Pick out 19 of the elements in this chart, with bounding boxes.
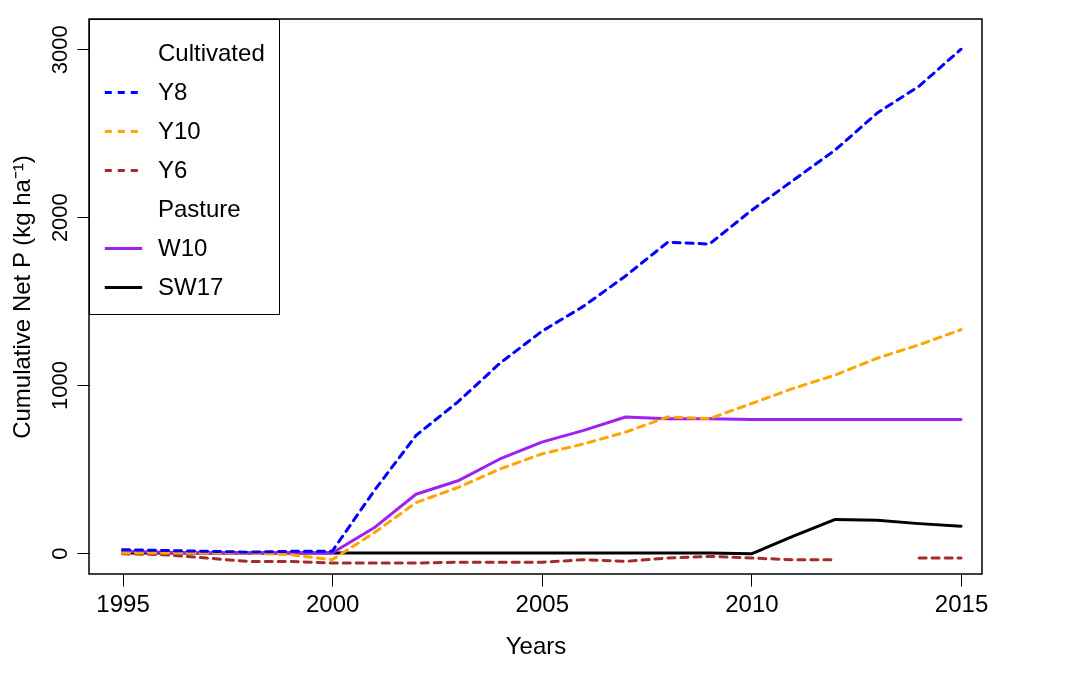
- line-series: [121, 328, 963, 562]
- legend-label: SW17: [158, 272, 224, 300]
- x-tick-label: 2000: [305, 589, 360, 617]
- x-tick-label: 2005: [515, 589, 569, 617]
- y-tick-label: 1000: [46, 361, 72, 411]
- y-tick-label: 0: [46, 547, 72, 560]
- x-tick-label: 1995: [96, 589, 150, 617]
- y-tick-label: 2000: [46, 193, 72, 243]
- annotation: Pasture: [158, 194, 241, 222]
- annotation: Cultivated: [158, 38, 265, 66]
- x-tick-label: 2010: [725, 589, 779, 617]
- x-axis-title: Years: [505, 631, 567, 659]
- y-tick-label: 3000: [46, 25, 72, 75]
- legend-label: Y8: [158, 77, 188, 105]
- x-tick-label: 2015: [934, 589, 989, 617]
- legend-label: W10: [158, 233, 208, 261]
- y-axis-title: Cumulative Net P (kg ha⁻¹): [7, 155, 35, 439]
- legend-label: Y6: [158, 155, 188, 183]
- legend-label: Y10: [158, 116, 201, 144]
